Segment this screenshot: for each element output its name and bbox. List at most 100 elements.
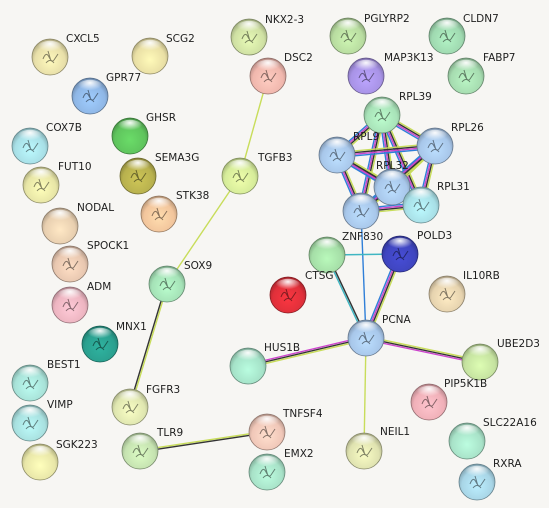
node-label: TGFB3 [257, 152, 292, 164]
node-cldn7[interactable]: CLDN7 [428, 13, 499, 55]
node-stk38[interactable]: STK38 [140, 190, 209, 233]
node-label: SGK223 [56, 439, 98, 451]
node-label: RPL32 [376, 160, 409, 172]
node-gloss [227, 159, 253, 174]
node-gloss [117, 390, 143, 405]
node-rpl9[interactable]: RPL9 [318, 131, 379, 174]
node-layer: CXCL5 SCG2 NKX2-3 PGLYRP2 CLDN7 GPR77 DSC2 MAP3… [11, 13, 540, 501]
node-label: MAP3K13 [384, 52, 434, 64]
node-gloss [467, 345, 493, 360]
node-gloss [453, 59, 479, 74]
node-rxra[interactable]: RXRA [458, 458, 522, 501]
node-nkx2-3[interactable]: NKX2-3 [230, 14, 304, 56]
node-hus1b[interactable]: HUS1B [229, 342, 300, 385]
node-label: EMX2 [284, 448, 314, 460]
node-fgfr3[interactable]: FGFR3 [111, 384, 180, 426]
node-il10rb[interactable]: IL10RB [428, 270, 500, 313]
node-gloss [408, 188, 434, 203]
node-gpr77[interactable]: GPR77 [71, 72, 141, 115]
node-sox9[interactable]: SOX9 [148, 260, 212, 303]
node-rpl39[interactable]: RPL39 [363, 91, 432, 134]
node-sgk223[interactable]: SGK223 [21, 439, 98, 481]
node-ube2d3[interactable]: UBE2D3 [461, 338, 540, 381]
node-gloss [127, 434, 153, 449]
node-gloss [351, 434, 377, 449]
node-scg2[interactable]: SCG2 [131, 33, 195, 75]
node-gloss [254, 455, 280, 470]
node-label: SPOCK1 [87, 240, 129, 252]
node-label: PCNA [382, 314, 412, 326]
node-label: RPL26 [451, 122, 484, 134]
edge-znf830-pcna [360, 210, 367, 339]
node-label: DSC2 [284, 52, 313, 64]
node-label: FGFR3 [146, 384, 180, 396]
node-gloss [17, 366, 43, 381]
node-label: POLD3 [417, 230, 452, 242]
node-label: PIP5K1B [444, 378, 487, 390]
node-tnfsf4[interactable]: TNFSF4 [248, 408, 323, 451]
node-label: FUT10 [58, 161, 92, 173]
node-gloss [335, 19, 361, 34]
node-label: RPL39 [399, 91, 432, 103]
edge-line [248, 338, 367, 369]
node-label: STK38 [176, 190, 209, 202]
node-cxcl5[interactable]: CXCL5 [31, 33, 100, 76]
node-label: PGLYRP2 [364, 13, 410, 25]
node-gloss [464, 465, 490, 480]
node-label: BEST1 [47, 359, 81, 371]
node-map3k13[interactable]: MAP3K13 [347, 52, 434, 95]
node-rpl26[interactable]: RPL26 [416, 122, 484, 165]
node-gloss [422, 129, 448, 144]
node-gloss [137, 39, 163, 54]
node-fabp7[interactable]: FABP7 [447, 52, 515, 95]
edge-pcna-neil1 [363, 337, 367, 452]
node-gloss [379, 170, 405, 185]
node-slc22a16[interactable]: SLC22A16 [448, 417, 537, 460]
node-znf830[interactable]: ZNF830 [342, 192, 383, 243]
node-gloss [369, 98, 395, 113]
node-tlr9[interactable]: TLR9 [121, 427, 183, 470]
node-emx2[interactable]: EMX2 [248, 448, 314, 491]
node-mnx1[interactable]: MNX1 [81, 321, 147, 363]
node-ctsg-red[interactable] [269, 276, 307, 314]
node-pglyrp2[interactable]: PGLYRP2 [329, 13, 410, 55]
edge-line [166, 175, 241, 285]
edge-pcna-hus1b [247, 335, 367, 369]
node-best1[interactable]: BEST1 [11, 359, 81, 402]
edge-line [363, 337, 367, 452]
node-rpl32[interactable]: RPL32 [373, 160, 411, 206]
node-vimp[interactable]: VIMP [11, 399, 73, 442]
node-sema3g[interactable]: SEMA3G [119, 152, 199, 195]
node-ghsr[interactable]: GHSR [111, 112, 176, 155]
node-pold3[interactable]: POLD3 [381, 230, 452, 273]
edge-line [365, 338, 480, 365]
edge-line [130, 284, 169, 408]
node-label: MNX1 [116, 321, 147, 333]
node-neil1[interactable]: NEIL1 [345, 426, 410, 470]
node-gloss [314, 238, 340, 253]
node-tgfb3[interactable]: TGFB3 [221, 152, 292, 195]
node-gloss [416, 385, 442, 400]
node-adm[interactable]: ADM [51, 281, 111, 324]
node-nodal[interactable]: NODAL [41, 202, 114, 245]
edge-line [128, 283, 167, 407]
node-gloss [37, 40, 63, 55]
node-pcna[interactable]: PCNA [347, 314, 412, 357]
node-pip5k1b[interactable]: PIP5K1B [410, 378, 487, 421]
node-gloss [154, 267, 180, 282]
edge-line [247, 337, 367, 367]
edge-line [139, 430, 267, 451]
node-cox7b[interactable]: COX7B [11, 122, 82, 165]
node-fut10[interactable]: FUT10 [22, 161, 92, 204]
edge-line [366, 335, 481, 362]
node-gloss [324, 138, 350, 153]
node-ctsg[interactable]: CTSG [305, 236, 346, 282]
node-rpl31[interactable]: RPL31 [402, 181, 470, 224]
node-label: CLDN7 [463, 13, 499, 25]
node-label: VIMP [47, 399, 73, 411]
node-label: CXCL5 [66, 33, 100, 45]
node-gloss [57, 288, 83, 303]
node-dsc2[interactable]: DSC2 [249, 52, 313, 95]
node-gloss [17, 129, 43, 144]
node-spock1[interactable]: SPOCK1 [51, 240, 129, 283]
